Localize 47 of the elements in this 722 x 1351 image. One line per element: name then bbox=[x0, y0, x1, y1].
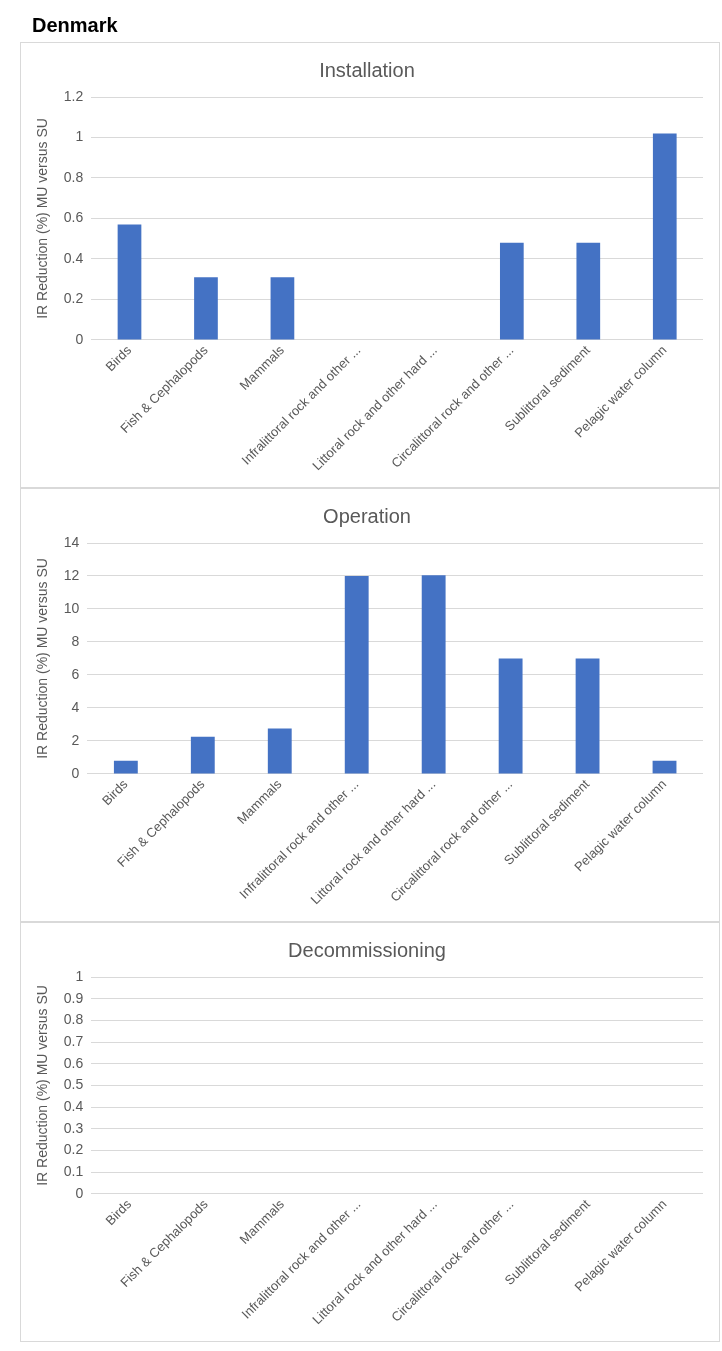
y-tick-label: 0.6 bbox=[63, 1054, 84, 1071]
y-tick-label: 0.5 bbox=[63, 1076, 84, 1093]
bar bbox=[652, 133, 677, 340]
y-tick-label: 0 bbox=[75, 1184, 84, 1201]
bar bbox=[190, 736, 215, 774]
y-tick-label: 1 bbox=[75, 128, 84, 145]
y-tick-label: 1.2 bbox=[63, 87, 84, 104]
chart-title: Operation bbox=[323, 504, 411, 527]
y-axis-title: IR Reduction (%) MU versus SU bbox=[34, 558, 51, 759]
y-tick-label: 12 bbox=[63, 566, 80, 583]
bar bbox=[421, 575, 446, 774]
y-tick-label: 1 bbox=[75, 967, 84, 984]
y-tick-label: 0.9 bbox=[63, 989, 84, 1006]
bar bbox=[113, 760, 138, 774]
bar bbox=[499, 242, 524, 340]
chart-title: Installation bbox=[319, 58, 415, 81]
bar bbox=[575, 658, 600, 774]
bar bbox=[652, 760, 677, 774]
y-tick-label: 0.7 bbox=[63, 1032, 84, 1049]
bar bbox=[267, 728, 292, 774]
y-tick-label: 0.2 bbox=[63, 1141, 84, 1158]
y-tick-label: 0.4 bbox=[63, 249, 84, 266]
bar bbox=[498, 658, 523, 774]
bar bbox=[117, 224, 142, 340]
y-tick-label: 0 bbox=[75, 330, 84, 347]
y-tick-label: 10 bbox=[63, 599, 80, 616]
bar bbox=[576, 242, 601, 340]
text: Denmark bbox=[31, 13, 119, 38]
y-tick-label: 8 bbox=[71, 632, 80, 649]
bar bbox=[344, 575, 369, 774]
y-tick-label: 4 bbox=[71, 698, 80, 715]
y-axis-title: IR Reduction (%) MU versus SU bbox=[34, 118, 51, 319]
y-tick-label: 0.2 bbox=[63, 290, 84, 307]
y-tick-label: 0.3 bbox=[63, 1119, 84, 1136]
bar bbox=[194, 277, 218, 340]
y-tick-label: 0.6 bbox=[63, 209, 84, 226]
y-tick-label: 0.8 bbox=[63, 1011, 84, 1028]
y-tick-label: 0 bbox=[71, 764, 80, 781]
bar bbox=[270, 277, 295, 340]
y-axis-title: IR Reduction (%) MU versus SU bbox=[34, 985, 51, 1186]
y-tick-label: 6 bbox=[71, 665, 80, 682]
y-tick-label: 0.8 bbox=[63, 168, 84, 185]
y-tick-label: 14 bbox=[63, 533, 80, 550]
chart-title: Decommissioning bbox=[288, 938, 446, 961]
y-tick-label: 0.4 bbox=[63, 1098, 84, 1114]
y-tick-label: 0.1 bbox=[63, 1163, 84, 1180]
y-tick-label: 2 bbox=[71, 731, 80, 748]
